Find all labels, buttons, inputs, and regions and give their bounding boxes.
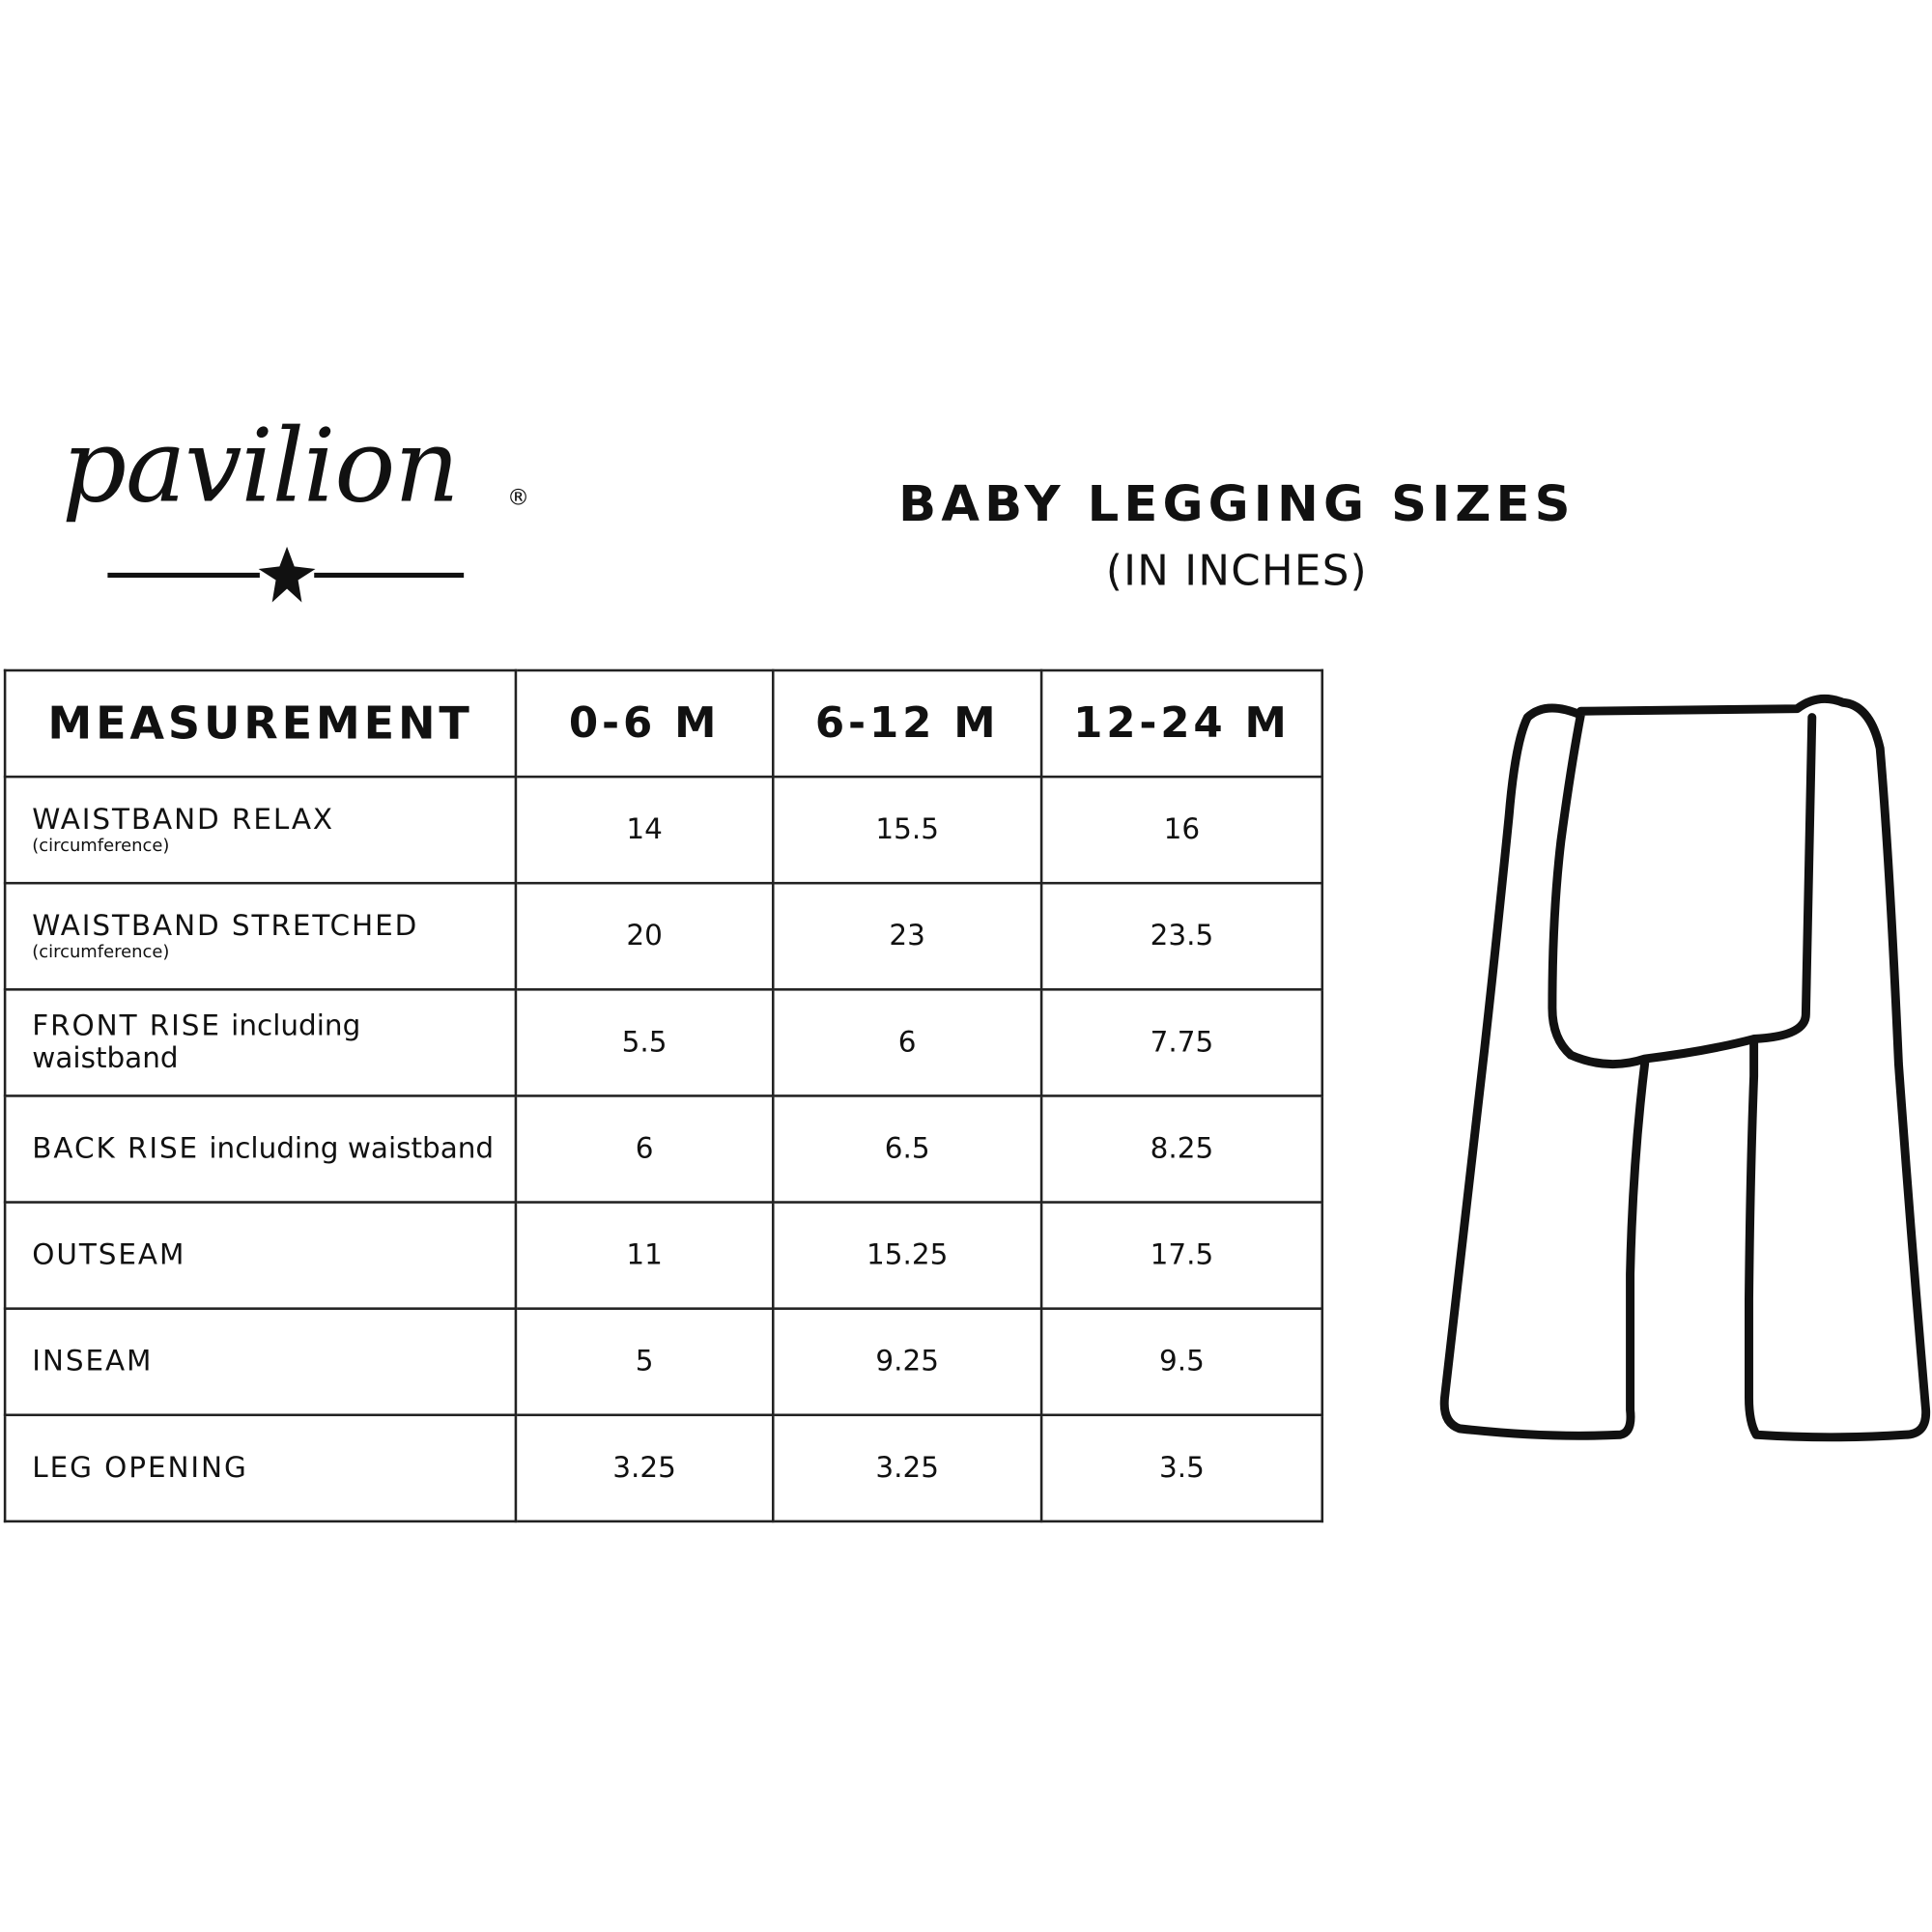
size-value: 3.25 [514,1413,775,1523]
measurement-label: WAISTBAND STRETCHED (circumference) [3,881,518,991]
size-value: 20 [514,881,775,991]
size-value: 3.5 [1039,1413,1324,1523]
measurement-note: (circumference) [32,836,170,857]
size-value: 6 [514,1094,775,1204]
measurement-suffix: including waistband [32,1010,361,1075]
size-value: 16 [1039,775,1324,885]
column-header: MEASUREMENT [3,668,518,779]
size-value: 6 [771,988,1043,1097]
table-row: OUTSEAM 11 15.25 17.5 [3,1201,1324,1310]
size-value: 23 [771,881,1043,991]
logo-wordmark: pavilion [62,408,460,526]
measurement-name: FRONT RISE [32,1010,221,1043]
size-value: 5.5 [514,988,775,1097]
table-row: WAISTBAND STRETCHED (circumference) 20 23 23… [3,881,1324,991]
size-table: MEASUREMENT 0-6 M 6-12 M 12-24 M WAISTBA… [3,668,1324,1523]
measurement-label: FRONT RISE including waistband [3,988,518,1097]
size-value: 5 [514,1307,775,1417]
size-value: 15.5 [771,775,1043,885]
chart-subtitle: (IN INCHES) [1105,546,1368,597]
chart-title: BABY LEGGING SIZES [898,475,1576,533]
column-header: 6-12 M [771,668,1043,779]
size-value: 8.25 [1039,1094,1324,1204]
size-value: 7.75 [1039,988,1324,1097]
measurement-name: WAISTBAND RELAX [32,804,335,837]
size-value: 11 [514,1201,775,1310]
registered-mark: ® [506,484,530,511]
size-value: 23.5 [1039,881,1324,991]
size-value: 9.5 [1039,1307,1324,1417]
measurement-label: INSEAM [3,1307,518,1417]
table-row: INSEAM 5 9.25 9.5 [3,1307,1324,1417]
size-value: 6.5 [771,1094,1043,1204]
size-value: 9.25 [771,1307,1043,1417]
measurement-name: INSEAM [32,1346,154,1378]
column-header: 12-24 M [1039,668,1324,779]
measurement-label: LEG OPENING [3,1413,518,1523]
size-value: 14 [514,775,775,885]
measurement-note: (circumference) [32,942,170,963]
measurement-label: WAISTBAND RELAX (circumference) [3,775,518,885]
table-header-row: MEASUREMENT 0-6 M 6-12 M 12-24 M [3,668,1324,779]
measurement-name: WAISTBAND STRETCHED [32,910,419,943]
measurement-name: BACK RISE [32,1132,200,1166]
measurement-label: BACK RISE including waistband [3,1094,518,1204]
star-underline-icon [107,546,465,603]
table-row: BACK RISE including waistband 6 6.5 8.25 [3,1094,1324,1204]
brand-logo: pavilion ® [49,409,544,619]
column-header: 0-6 M [514,668,775,779]
table-row: FRONT RISE including waistband 5.5 6 7.75 [3,988,1324,1097]
size-value: 17.5 [1039,1201,1324,1310]
measurement-label: OUTSEAM [3,1201,518,1310]
size-value: 3.25 [771,1413,1043,1523]
table-row: LEG OPENING 3.25 3.25 3.5 [3,1413,1324,1523]
table-row: WAISTBAND RELAX (circumference) 14 15.5 16 [3,775,1324,885]
measurement-name: LEG OPENING [32,1452,248,1485]
measurement-suffix: including waistband [209,1132,495,1166]
measurement-name: OUTSEAM [32,1238,186,1272]
size-value: 15.25 [771,1201,1043,1310]
leggings-illustration [1439,694,1931,1442]
